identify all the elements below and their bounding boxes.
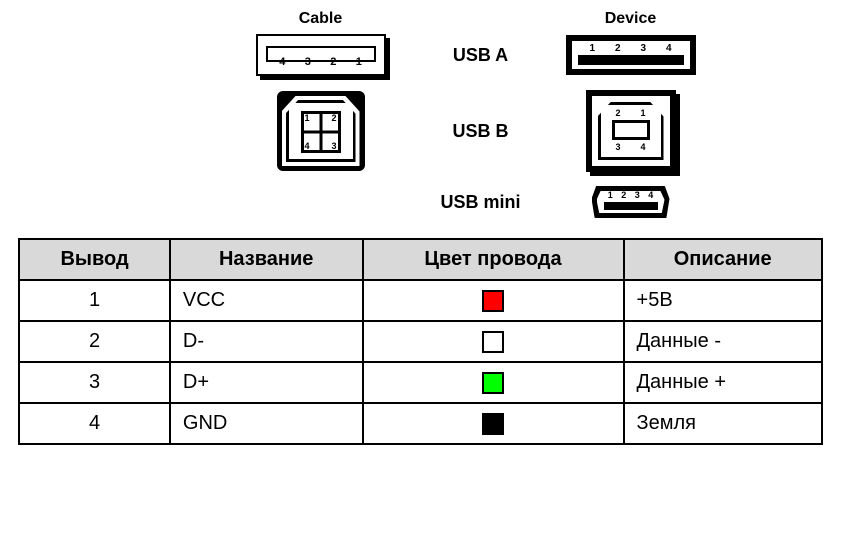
table-header-row: Вывод Название Цвет провода Описание [19,239,822,280]
pin-label: 1 [305,113,310,123]
col-pin: Вывод [19,239,170,280]
pin-label: 3 [640,43,646,54]
cell-name: VCC [170,280,363,321]
color-swatch [482,331,504,353]
table-row: 1VCC +5В [19,280,822,321]
cell-pin: 2 [19,321,170,362]
connector-diagram: Cable Device 4 3 2 1 USB A [71,10,771,218]
pin-label: 1 [356,56,362,68]
cell-desc: +5В [624,280,822,321]
cell-color [363,362,624,403]
pin-label: 1 [589,43,595,54]
diagram-column-headers: Cable Device [71,10,771,28]
pinout-table: Вывод Название Цвет провода Описание 1VC… [18,238,823,445]
usb-a-device-icon: 1 2 3 4 [566,35,696,75]
cell-desc: Данные - [624,321,822,362]
cell-desc: Земля [624,403,822,444]
table-row: 4GND Земля [19,403,822,444]
cell-pin: 4 [19,403,170,444]
usb-b-device-icon: 2 1 3 4 [586,90,676,172]
pin-label: 2 [616,108,621,118]
header-device: Device [541,10,721,28]
cell-desc: Данные + [624,362,822,403]
cell-name: D- [170,321,363,362]
pin-label: 2 [615,43,621,54]
pin-label: 3 [305,56,311,68]
pin-label: 4 [305,141,310,151]
usb-a-cable-icon: 4 3 2 1 [256,34,386,76]
row-label-usb-a: USB A [421,45,541,66]
cell-name: GND [170,403,363,444]
pin-label: 4 [648,190,653,200]
usb-mini-device-icon: 1 2 3 4 [592,186,670,218]
col-color: Цвет провода [363,239,624,280]
row-label-usb-mini: USB mini [421,192,541,213]
row-usb-mini: USB mini 1 2 3 4 [71,186,771,218]
row-label-usb-b: USB B [421,121,541,142]
pin-label: 4 [279,56,285,68]
cell-color [363,280,624,321]
color-swatch [482,372,504,394]
row-usb-a: 4 3 2 1 USB A 1 2 3 4 [71,34,771,76]
pin-label: 3 [635,190,640,200]
cell-color [363,321,624,362]
header-cable: Cable [221,10,421,28]
pin-label: 4 [666,43,672,54]
pin-label: 3 [616,142,621,152]
pin-label: 1 [640,108,645,118]
pin-label: 3 [331,141,336,151]
pin-label: 2 [330,56,336,68]
pin-label: 2 [331,113,336,123]
cell-pin: 3 [19,362,170,403]
table-row: 2D- Данные - [19,321,822,362]
pin-label: 1 [608,190,613,200]
color-swatch [482,413,504,435]
col-desc: Описание [624,239,822,280]
col-name: Название [170,239,363,280]
table-row: 3D+ Данные + [19,362,822,403]
row-usb-b: 1 2 4 3 USB B 2 1 3 4 [71,90,771,172]
color-swatch [482,290,504,312]
pin-label: 4 [640,142,645,152]
usb-b-cable-icon: 1 2 4 3 [277,91,365,171]
cell-name: D+ [170,362,363,403]
cell-color [363,403,624,444]
cell-pin: 1 [19,280,170,321]
pin-label: 2 [621,190,626,200]
